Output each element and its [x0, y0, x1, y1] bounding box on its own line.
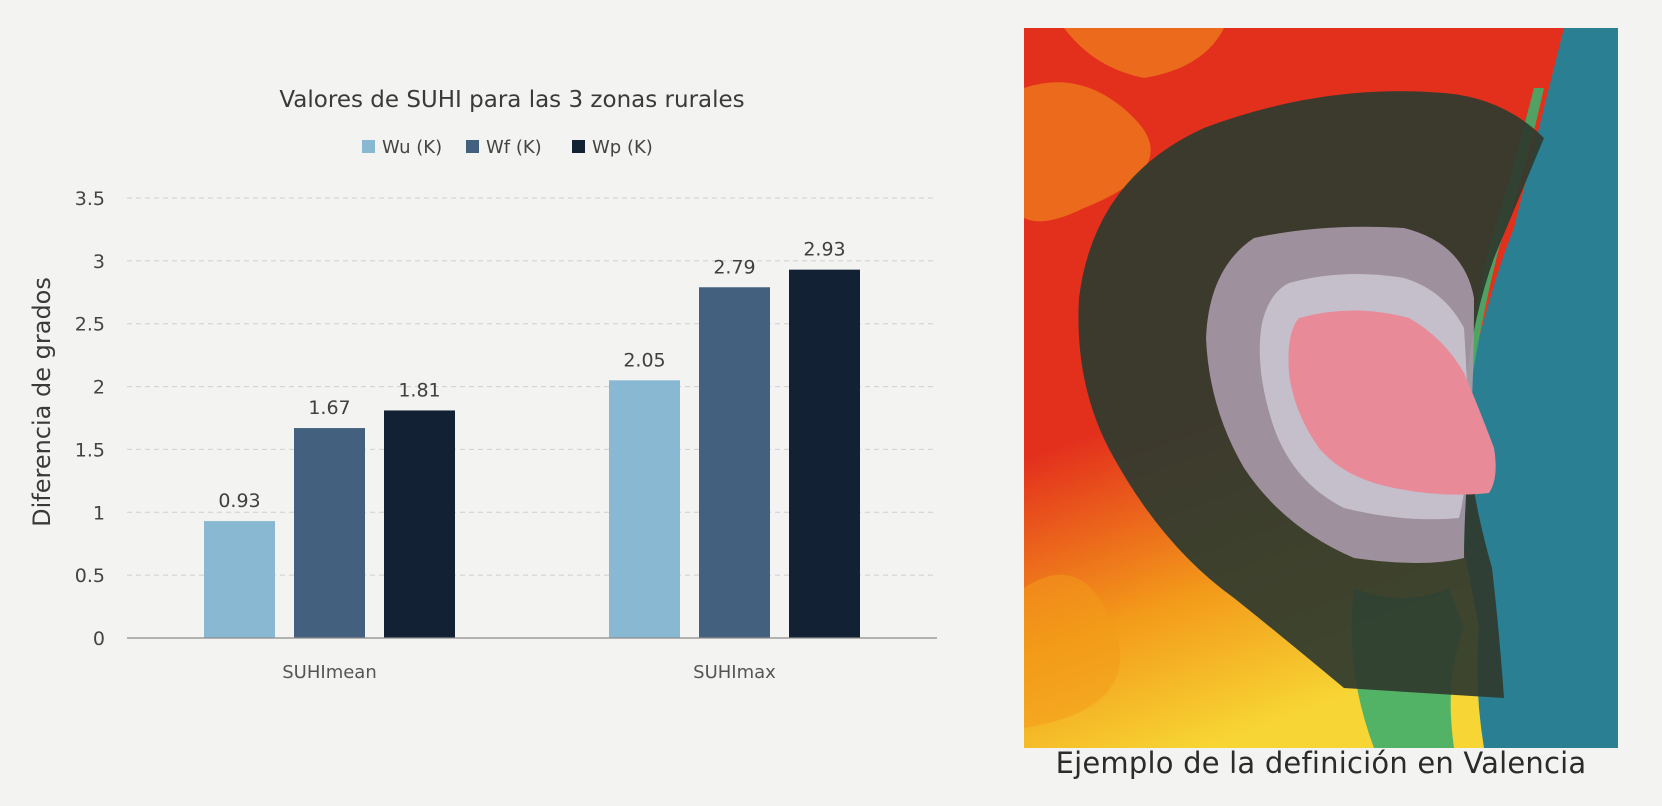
legend-label: Wu (K)	[382, 137, 442, 158]
y-axis-ticks: 0 0.5 1 1.5 2 2.5 3 3.5	[75, 188, 105, 650]
suhi-bar-chart: Valores de SUHI para las 3 zonas rurales…	[28, 87, 937, 683]
legend-swatch	[362, 140, 375, 153]
y-tick-label: 0	[93, 628, 105, 650]
sea-area	[1454, 28, 1618, 748]
valencia-map	[1024, 28, 1618, 748]
legend-swatch	[572, 140, 585, 153]
map-caption: Ejemplo de la definición en Valencia	[1055, 746, 1587, 780]
bar-value-label: 2.79	[713, 256, 755, 278]
legend-swatch	[466, 140, 479, 153]
bar-wp-suhimean	[384, 410, 455, 638]
y-tick-label: 3.5	[75, 188, 105, 210]
warm-patches	[1024, 28, 1224, 728]
bar-value-label: 2.93	[803, 239, 845, 261]
y-axis-label: Diferencia de grados	[28, 277, 56, 527]
bar-data-labels: 0.93 1.67 1.81 2.05 2.79 2.93	[218, 239, 845, 512]
chart-bars	[204, 269, 860, 638]
bar-wf-suhimean	[294, 428, 365, 638]
chart-legend: Wu (K) Wf (K) Wp (K)	[362, 137, 653, 158]
y-tick-label: 2.5	[75, 314, 105, 336]
legend-label: Wp (K)	[592, 137, 653, 158]
bar-wp-suhimax	[789, 269, 860, 638]
y-tick-label: 1	[93, 502, 105, 524]
bar-value-label: 0.93	[218, 490, 260, 512]
x-tick-label: SUHImax	[693, 662, 776, 683]
bar-value-label: 1.67	[308, 397, 350, 419]
urban-area	[1288, 310, 1496, 495]
bar-value-label: 2.05	[623, 349, 665, 371]
y-tick-label: 3	[93, 251, 105, 273]
bar-wu-suhimax	[609, 380, 680, 638]
bar-value-label: 1.81	[398, 379, 440, 401]
chart-title: Valores de SUHI para las 3 zonas rurales	[279, 87, 744, 113]
bar-wu-suhimean	[204, 521, 275, 638]
bar-wf-suhimax	[699, 287, 770, 638]
y-tick-label: 1.5	[75, 439, 105, 461]
legend-label: Wf (K)	[486, 137, 542, 158]
x-tick-label: SUHImean	[282, 662, 377, 683]
y-tick-label: 2	[93, 377, 105, 399]
x-axis-ticks: SUHImean SUHImax	[282, 662, 776, 683]
chart-gridlines	[127, 197, 937, 576]
y-tick-label: 0.5	[75, 565, 105, 587]
